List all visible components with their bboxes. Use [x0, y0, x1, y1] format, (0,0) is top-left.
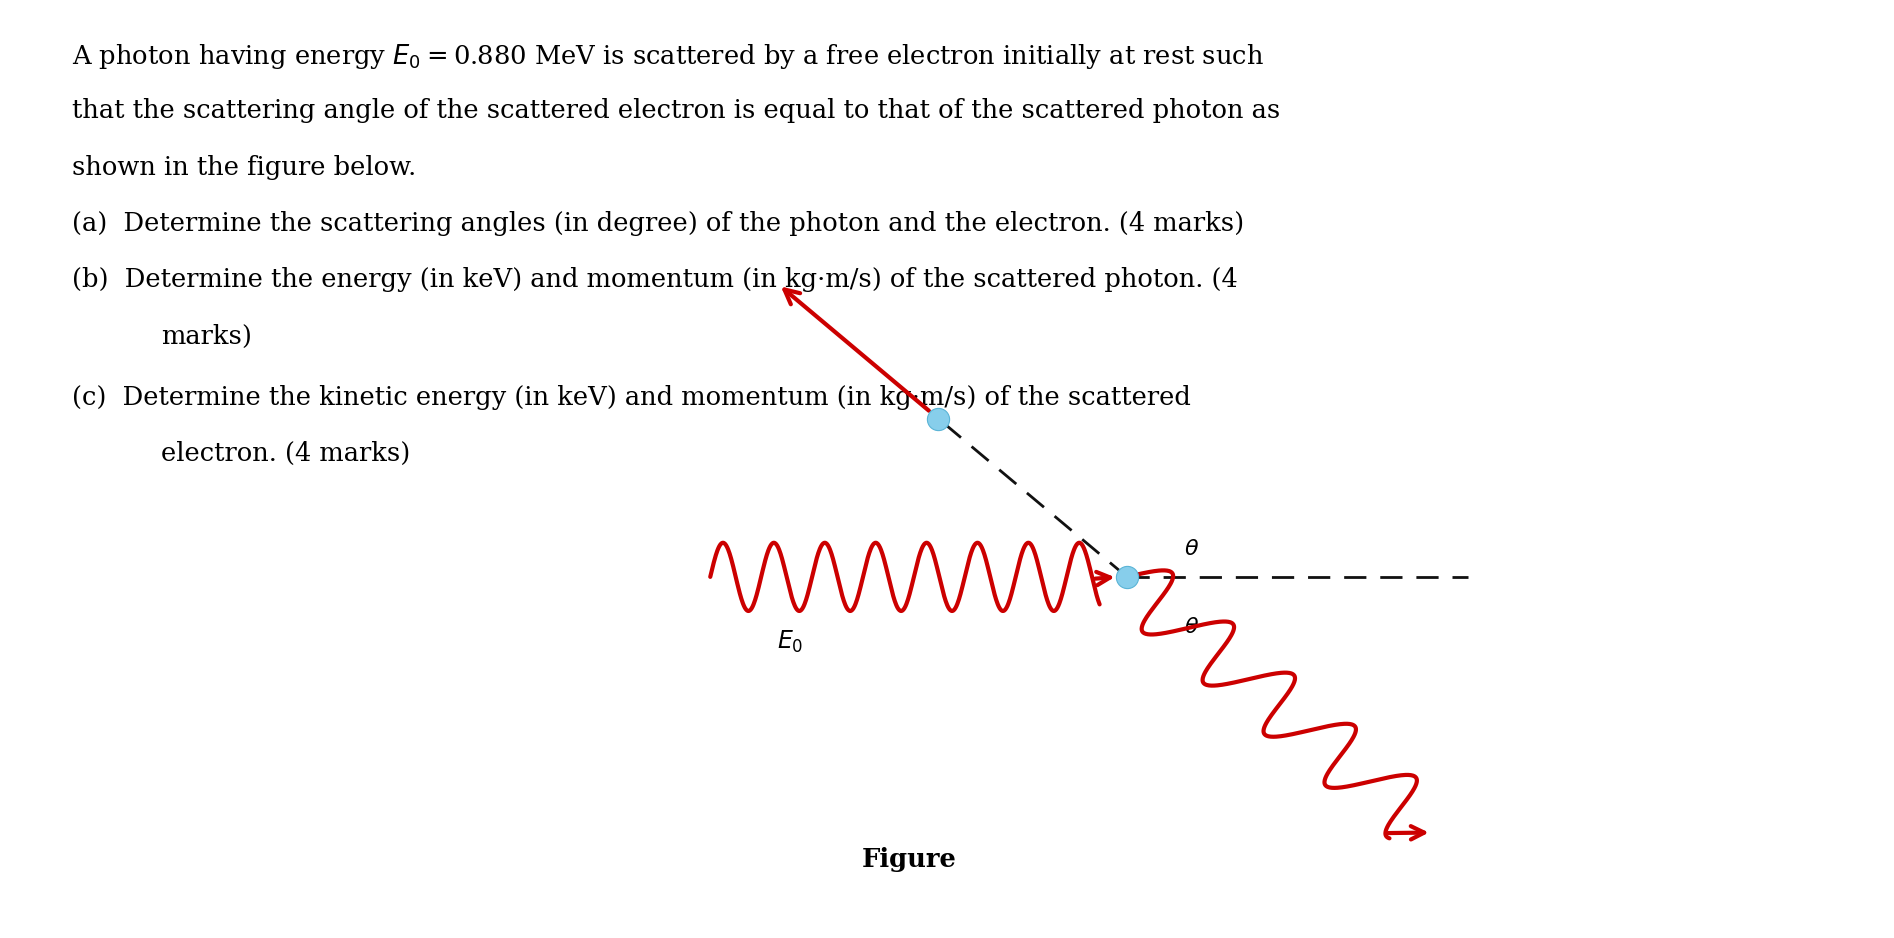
Text: $\theta$: $\theta$ [1184, 616, 1199, 638]
Text: A photon having energy $E_0$ = 0.880 MeV is scattered by a free electron initial: A photon having energy $E_0$ = 0.880 MeV… [72, 42, 1263, 71]
Text: $\theta$: $\theta$ [1184, 538, 1199, 560]
Text: (b)  Determine the energy (in keV) and momentum (in kg·m/s) of the scattered pho: (b) Determine the energy (in keV) and mo… [72, 267, 1237, 293]
Text: (c)  Determine the kinetic energy (in keV) and momentum (in kg·m/s) of the scatt: (c) Determine the kinetic energy (in keV… [72, 385, 1191, 410]
Text: marks): marks) [161, 324, 252, 349]
Text: Figure: Figure [862, 847, 956, 872]
Text: that the scattering angle of the scattered electron is equal to that of the scat: that the scattering angle of the scatter… [72, 98, 1280, 124]
Text: (a)  Determine the scattering angles (in degree) of the photon and the electron.: (a) Determine the scattering angles (in … [72, 211, 1244, 236]
Text: electron. (4 marks): electron. (4 marks) [161, 441, 411, 466]
Text: shown in the figure below.: shown in the figure below. [72, 155, 417, 180]
Text: $E_0$: $E_0$ [777, 628, 803, 655]
